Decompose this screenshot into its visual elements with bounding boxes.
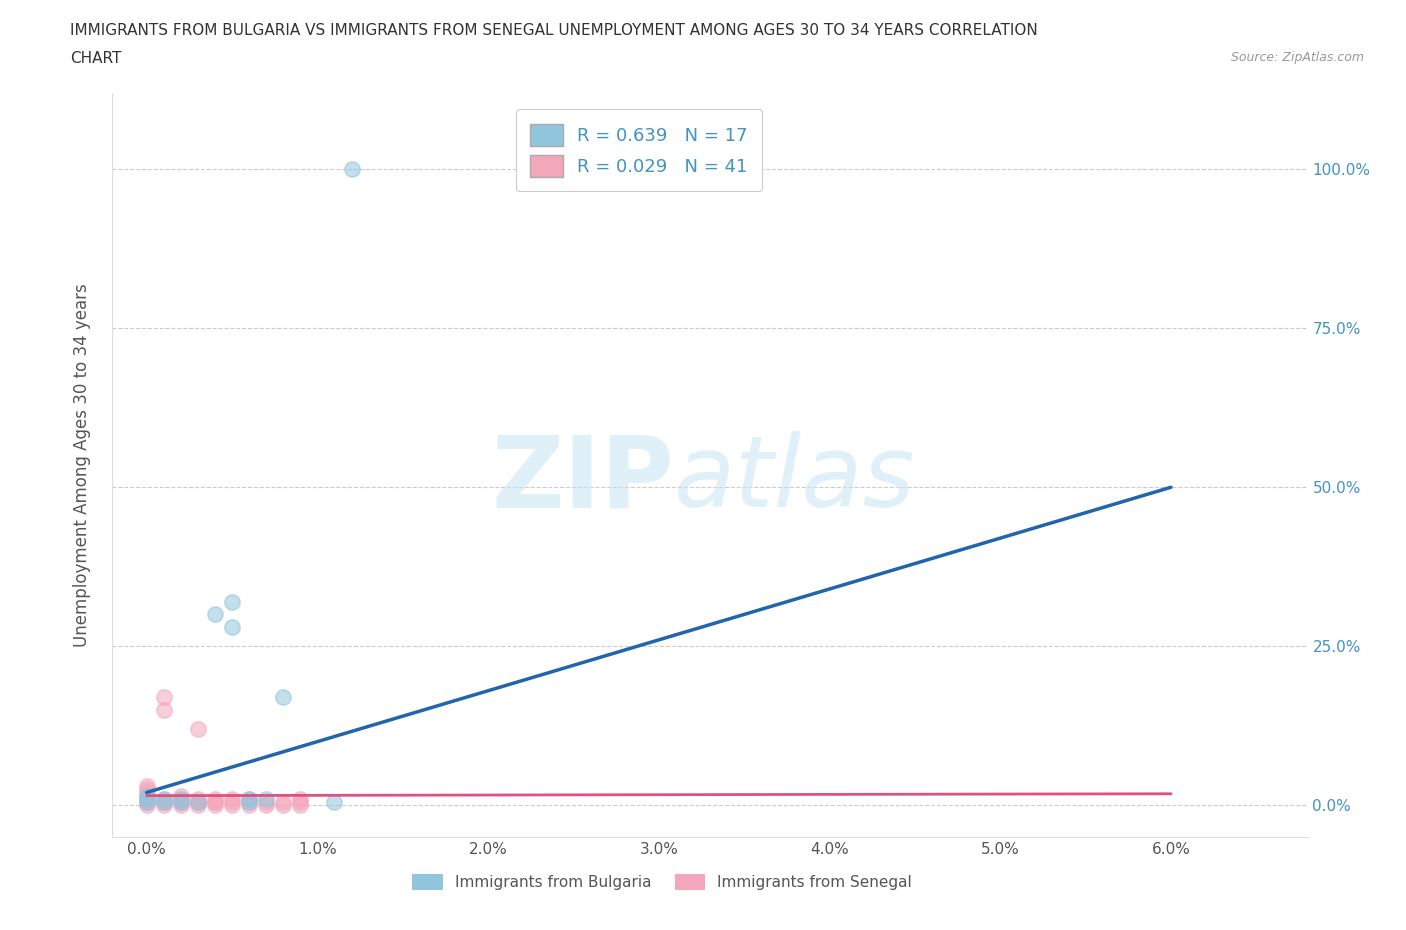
Point xyxy=(271,798,294,813)
Point xyxy=(152,794,174,809)
Point xyxy=(238,791,260,806)
Point xyxy=(290,798,312,813)
Point xyxy=(238,794,260,809)
Point xyxy=(221,619,243,634)
Text: Source: ZipAtlas.com: Source: ZipAtlas.com xyxy=(1230,51,1364,64)
Point xyxy=(135,794,157,809)
Text: ZIP: ZIP xyxy=(491,432,675,528)
Point xyxy=(135,778,157,793)
Point xyxy=(135,794,157,809)
Point xyxy=(221,791,243,806)
Point xyxy=(254,798,277,813)
Point xyxy=(290,791,312,806)
Point xyxy=(221,794,243,809)
Point xyxy=(221,594,243,609)
Point xyxy=(323,794,346,809)
Point xyxy=(170,794,193,809)
Point xyxy=(170,791,193,806)
Point xyxy=(187,722,209,737)
Point xyxy=(135,798,157,813)
Point xyxy=(271,690,294,705)
Point xyxy=(152,791,174,806)
Point xyxy=(238,794,260,809)
Text: IMMIGRANTS FROM BULGARIA VS IMMIGRANTS FROM SENEGAL UNEMPLOYMENT AMONG AGES 30 T: IMMIGRANTS FROM BULGARIA VS IMMIGRANTS F… xyxy=(70,23,1038,38)
Point xyxy=(204,794,226,809)
Point xyxy=(187,794,209,809)
Point xyxy=(135,794,157,809)
Point xyxy=(170,794,193,809)
Point xyxy=(187,798,209,813)
Point xyxy=(221,798,243,813)
Point xyxy=(290,794,312,809)
Y-axis label: Unemployment Among Ages 30 to 34 years: Unemployment Among Ages 30 to 34 years xyxy=(73,283,91,647)
Text: CHART: CHART xyxy=(70,51,122,66)
Point xyxy=(238,791,260,806)
Point xyxy=(152,798,174,813)
Point xyxy=(271,794,294,809)
Point xyxy=(254,791,277,806)
Point xyxy=(135,782,157,797)
Point xyxy=(152,702,174,717)
Point xyxy=(170,789,193,804)
Legend: Immigrants from Bulgaria, Immigrants from Senegal: Immigrants from Bulgaria, Immigrants fro… xyxy=(406,868,918,897)
Point xyxy=(187,794,209,809)
Point xyxy=(152,791,174,806)
Point xyxy=(187,791,209,806)
Point xyxy=(152,794,174,809)
Point xyxy=(135,791,157,806)
Text: atlas: atlas xyxy=(675,432,915,528)
Point xyxy=(254,794,277,809)
Point xyxy=(170,794,193,809)
Point xyxy=(135,785,157,800)
Point xyxy=(204,607,226,622)
Point xyxy=(170,791,193,806)
Point xyxy=(204,791,226,806)
Point xyxy=(187,794,209,809)
Point xyxy=(152,690,174,705)
Point xyxy=(238,798,260,813)
Point xyxy=(204,798,226,813)
Point xyxy=(152,794,174,809)
Point xyxy=(135,789,157,804)
Point xyxy=(170,798,193,813)
Point xyxy=(204,794,226,809)
Point xyxy=(135,789,157,804)
Point xyxy=(135,791,157,806)
Point xyxy=(340,162,363,177)
